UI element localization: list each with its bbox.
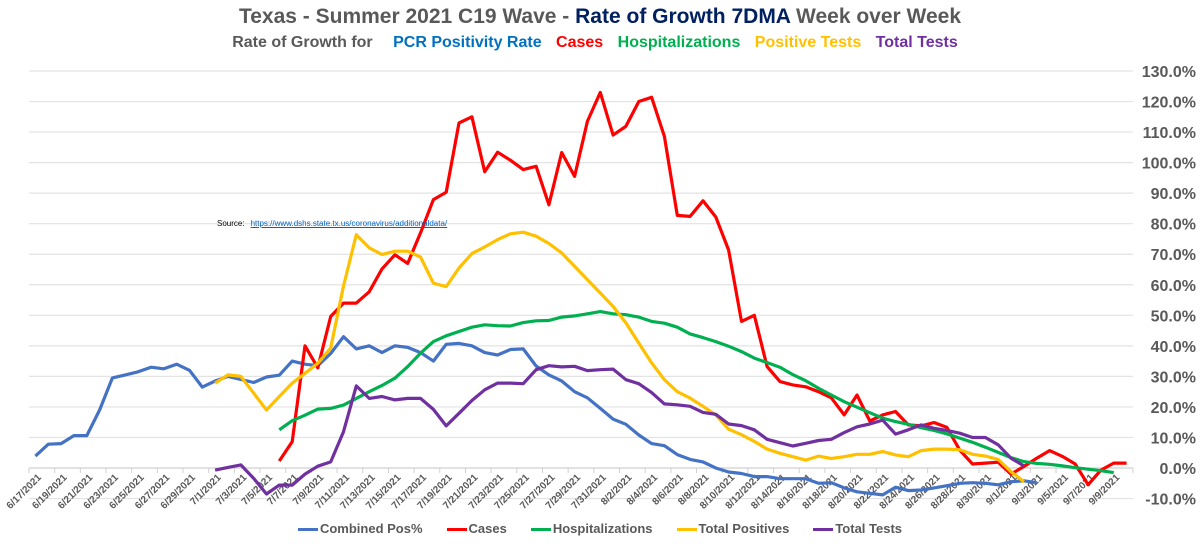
legend-swatch: [297, 528, 318, 532]
y-tick-label: 30.0%: [1151, 369, 1196, 386]
series-line-combined-pos-: [34, 335, 1037, 497]
y-tick-label: 0.0%: [1160, 461, 1196, 478]
y-tick-label: 90.0%: [1151, 186, 1196, 203]
subtitle-lead: Rate of Growth for: [232, 34, 373, 51]
y-tick-label: 10.0%: [1151, 430, 1196, 447]
y-tick-label: 60.0%: [1151, 278, 1196, 295]
legend-item: Cases: [446, 521, 507, 536]
legend-swatch: [446, 528, 467, 532]
title-part2: Rate of Growth 7DMA: [575, 5, 791, 28]
legend-item: Total Positives: [676, 521, 790, 536]
title-part1: Texas - Summer 2021 C19 Wave -: [238, 5, 576, 28]
subtitle-total-tests: Total Tests: [875, 34, 958, 51]
series-line-hospitalizations: [278, 310, 1114, 475]
legend-label: Total Positives: [698, 521, 790, 536]
y-tick-label: 70.0%: [1151, 247, 1196, 264]
y-tick-label: -10.0%: [1145, 492, 1196, 509]
y-tick-label: 120.0%: [1142, 95, 1196, 112]
y-tick-label: 100.0%: [1142, 156, 1196, 173]
y-tick-label: 110.0%: [1143, 125, 1196, 142]
legend-label: Hospitalizations: [552, 521, 653, 536]
legend-swatch: [530, 528, 551, 532]
subtitle-cases: Cases: [556, 34, 604, 51]
y-tick-label: 80.0%: [1151, 217, 1196, 234]
subtitle-pcr: PCR Positivity Rate: [393, 34, 542, 51]
y-tick-label: 40.0%: [1151, 339, 1196, 356]
y-tick-label: 20.0%: [1151, 400, 1196, 417]
series-line-cases: [277, 90, 1127, 487]
chart-title: Texas - Summer 2021 C19 Wave - Rate of G…: [0, 5, 1200, 29]
legend-swatch: [676, 528, 697, 532]
chart-legend: Combined Pos% Cases Hospitalizations Total …: [0, 521, 1200, 536]
subtitle-hospitalizations: Hospitalizations: [617, 34, 741, 51]
series-line-total-positives: [214, 230, 1025, 483]
source-link[interactable]: https://www.dshs.state.tx.us/coronavirus…: [250, 219, 448, 228]
legend-label: Cases: [468, 521, 507, 536]
y-tick-label: 50.0%: [1151, 308, 1196, 325]
legend-swatch: [813, 528, 834, 532]
subtitle-positive-tests: Positive Tests: [754, 34, 862, 51]
series-line-total-tests: [214, 364, 1025, 496]
y-tick-label: 130.0%: [1142, 64, 1196, 81]
title-part3: Week over Week: [790, 5, 962, 28]
legend-item: Total Tests: [813, 521, 902, 536]
source-note: Source: https://www.dshs.state.tx.us/coro…: [217, 219, 447, 228]
legend-item: Hospitalizations: [530, 521, 653, 536]
source-label: Source:: [217, 219, 245, 228]
legend-label: Total Tests: [835, 521, 903, 536]
chart-subtitle: Rate of Growth for PCR Positivity Rate C…: [0, 34, 1200, 52]
legend-item: Combined Pos%: [297, 521, 423, 536]
legend-label: Combined Pos%: [319, 521, 423, 536]
